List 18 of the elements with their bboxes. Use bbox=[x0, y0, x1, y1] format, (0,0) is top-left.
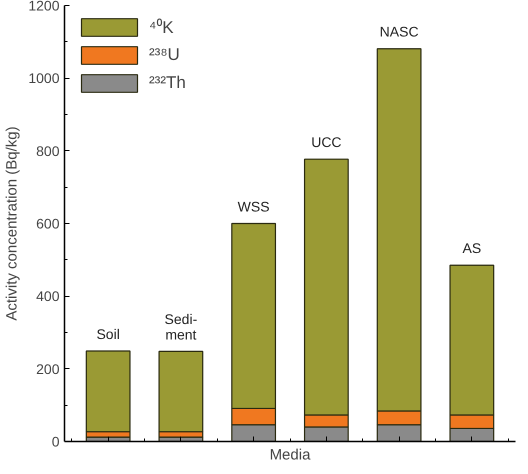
y-tick-label: 400 bbox=[36, 288, 60, 304]
legend-label: ⁴⁰K bbox=[149, 17, 174, 38]
x-tick-label: UCC bbox=[311, 134, 342, 150]
y-axis-title: Activity concentration (Bq/kg) bbox=[3, 126, 20, 321]
x-tick-label: WSS bbox=[238, 198, 270, 214]
y-tick-label: 0 bbox=[52, 434, 60, 450]
y-tick-label: 600 bbox=[36, 216, 60, 232]
x-axis-title: Media bbox=[270, 446, 312, 464]
x-tick-label: AS bbox=[462, 240, 482, 256]
x-tick-label: NASC bbox=[380, 24, 419, 40]
legend-label: ²³⁸U bbox=[149, 45, 180, 65]
x-tick-label: Soil bbox=[96, 326, 120, 342]
y-tick-label: 200 bbox=[36, 360, 60, 377]
y-tick-label: 1000 bbox=[28, 70, 60, 86]
x-tick-label: Sedi- ment bbox=[164, 310, 198, 342]
legend-label: ²³²Th bbox=[149, 73, 186, 93]
y-tick-label: 1200 bbox=[28, 0, 60, 14]
y-tick-label: 800 bbox=[36, 142, 60, 159]
